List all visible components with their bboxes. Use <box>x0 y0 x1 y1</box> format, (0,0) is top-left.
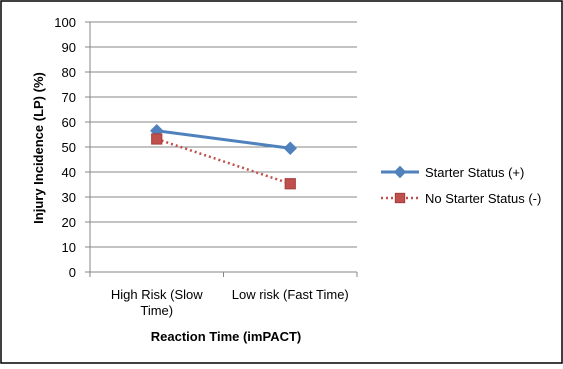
y-tick-label: 0 <box>69 265 76 280</box>
data-point-marker <box>394 192 406 204</box>
x-tick-label-line: Time) <box>140 303 173 318</box>
axes <box>85 21 358 277</box>
data-point-marker <box>284 178 296 190</box>
x-tick-label: Low risk (Fast Time) <box>232 287 349 302</box>
y-tick-label: 100 <box>54 15 76 30</box>
y-tick-label: 30 <box>62 190 76 205</box>
x-axis-label: Reaction Time (imPACT) <box>151 329 301 344</box>
y-tick-label: 90 <box>62 40 76 55</box>
data-point-marker <box>393 165 407 179</box>
legend-label: Starter Status (+) <box>425 165 524 180</box>
y-tick-label: 10 <box>62 240 76 255</box>
series-line <box>156 129 291 150</box>
y-tick-label: 50 <box>62 140 76 155</box>
x-tick-label-line: Low risk (Fast Time) <box>232 287 349 302</box>
x-tick-label-line: High Risk (Slow <box>111 287 203 302</box>
data-point-marker <box>283 141 297 155</box>
series-group <box>150 124 297 190</box>
y-tick-label: 60 <box>62 115 76 130</box>
x-tick-labels: High Risk (Slow Time) Low risk (Fast Time) <box>111 287 349 318</box>
data-point-marker <box>151 133 163 145</box>
y-tick-label: 70 <box>62 90 76 105</box>
gridlines <box>90 21 357 248</box>
x-tick-label: High Risk (Slow Time) <box>111 287 203 318</box>
y-tick-labels: 0 10 20 30 40 50 60 70 80 90 100 <box>54 15 76 280</box>
y-axis-label: Injury Incidence (LP) (%) <box>31 72 46 224</box>
legend-label: No Starter Status (-) <box>425 191 541 206</box>
series-line <box>156 137 291 185</box>
y-tick-label: 80 <box>62 65 76 80</box>
y-tick-label: 20 <box>62 215 76 230</box>
legend: Starter Status (+) No Starter Status (-) <box>381 165 541 206</box>
y-tick-label: 40 <box>62 165 76 180</box>
